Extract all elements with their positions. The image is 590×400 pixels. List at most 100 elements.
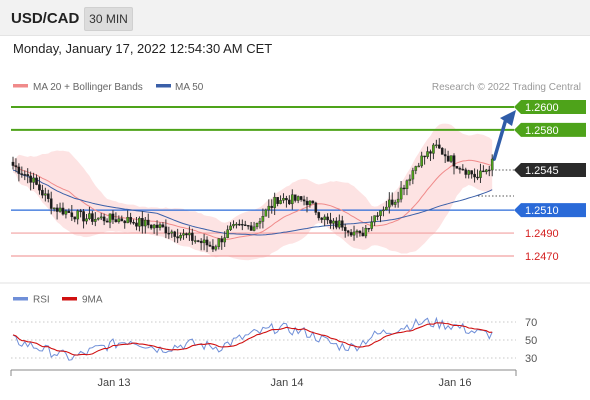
candle-body-down <box>458 168 462 170</box>
candle <box>105 218 109 223</box>
candle-body-down <box>358 230 362 234</box>
candle-body-down <box>446 155 450 162</box>
timeframe-button[interactable]: 30 MIN <box>84 7 133 31</box>
candle <box>143 216 147 234</box>
candle-body-up <box>264 209 268 217</box>
candle-body-down <box>29 175 32 183</box>
candle-body-down <box>329 219 332 224</box>
chart-datetime: Monday, January 17, 2022 12:54:30 AM CET <box>13 41 273 56</box>
candle <box>191 228 194 245</box>
candle-body-down <box>38 184 41 191</box>
candle-body-down <box>111 213 115 220</box>
candle-body-down <box>155 224 159 228</box>
candle <box>326 213 329 225</box>
candle <box>470 170 473 179</box>
candle-body-up <box>179 235 182 239</box>
candle <box>82 209 85 229</box>
candle <box>267 199 271 218</box>
candle-body-down <box>14 165 18 168</box>
candle-body-up <box>158 224 162 228</box>
research-credit: Research © 2022 Trading Central <box>432 82 581 93</box>
candle <box>202 233 206 251</box>
candle <box>232 220 235 229</box>
candle <box>332 218 335 230</box>
candle-body-up <box>267 205 271 211</box>
candle-body-up <box>44 193 47 196</box>
candle <box>161 222 165 229</box>
candle-body-down <box>482 170 485 173</box>
bollinger-band-area <box>13 123 493 261</box>
candle <box>255 222 259 230</box>
candle-body-down <box>299 196 303 200</box>
candle <box>388 192 391 214</box>
candle-body-down <box>129 216 132 223</box>
candle <box>443 148 447 163</box>
candle <box>355 229 359 238</box>
candle-body-down <box>302 199 306 202</box>
candle <box>91 210 94 225</box>
candle-body-up <box>355 230 359 233</box>
candle-body-down <box>82 211 85 222</box>
candle-body-down <box>390 199 394 205</box>
candle-body-down <box>440 147 444 155</box>
candle-body-up <box>117 218 121 223</box>
candle-body-down <box>123 220 127 224</box>
candle-body-up <box>373 215 376 223</box>
candle <box>129 212 132 225</box>
candle-body-up <box>229 225 232 230</box>
candle-body-up <box>279 200 282 204</box>
candle <box>185 232 188 239</box>
candle-body-down <box>55 207 59 212</box>
candle <box>338 214 341 230</box>
rsi-legend: RSI 9MA <box>13 295 103 306</box>
candle <box>264 208 268 217</box>
candle <box>146 213 150 229</box>
candle <box>126 210 129 224</box>
candle-body-up <box>414 166 418 171</box>
candle <box>199 238 203 251</box>
level-label: 1.2490 <box>525 228 559 240</box>
candle <box>182 229 185 240</box>
candle-body-up <box>408 178 412 181</box>
candle-body-up <box>193 240 197 242</box>
candle <box>76 209 79 225</box>
candle-body-down <box>11 161 15 166</box>
candle-body-down <box>91 213 94 222</box>
candle-body-down <box>246 225 250 227</box>
level-label: 1.2470 <box>525 251 559 263</box>
candle <box>52 207 56 212</box>
candle-body-up <box>99 216 103 219</box>
rsi-legend-label: RSI <box>33 295 50 306</box>
candle <box>279 195 282 205</box>
candle-body-up <box>479 170 482 178</box>
candle-body-down <box>238 223 241 226</box>
candle <box>288 195 291 205</box>
main-legend: MA 20 + Bollinger Bands MA 50 Research ©… <box>13 82 581 93</box>
candle <box>94 212 97 227</box>
candle-body-down <box>346 230 350 233</box>
candle <box>382 206 385 217</box>
candle-body-up <box>143 219 147 227</box>
candle-body-down <box>132 221 135 224</box>
candle <box>282 193 285 204</box>
candle <box>393 199 397 208</box>
candle-body-up <box>261 216 265 222</box>
candle <box>308 200 312 208</box>
candle <box>167 226 171 239</box>
candle-body-up <box>96 217 100 220</box>
candle-body-up <box>223 237 226 243</box>
candle <box>188 226 191 241</box>
ma20-legend-label: MA 20 + Bollinger Bands <box>33 82 143 93</box>
chart-header: USD/CAD 30 MIN <box>0 0 590 36</box>
candle <box>158 222 162 231</box>
candle <box>196 239 200 243</box>
candle-body-up <box>490 158 494 171</box>
candle-body-up <box>364 227 368 237</box>
candle <box>485 168 488 175</box>
forecast-arrow-head <box>500 110 516 126</box>
candle <box>414 165 418 175</box>
price-chart: 1.2600 1.2580 1.2510 1.2490 1.2470 1.2545 70 5… <box>0 82 590 389</box>
candle-body-down <box>102 216 106 222</box>
candle <box>411 167 415 185</box>
candle <box>402 184 406 196</box>
